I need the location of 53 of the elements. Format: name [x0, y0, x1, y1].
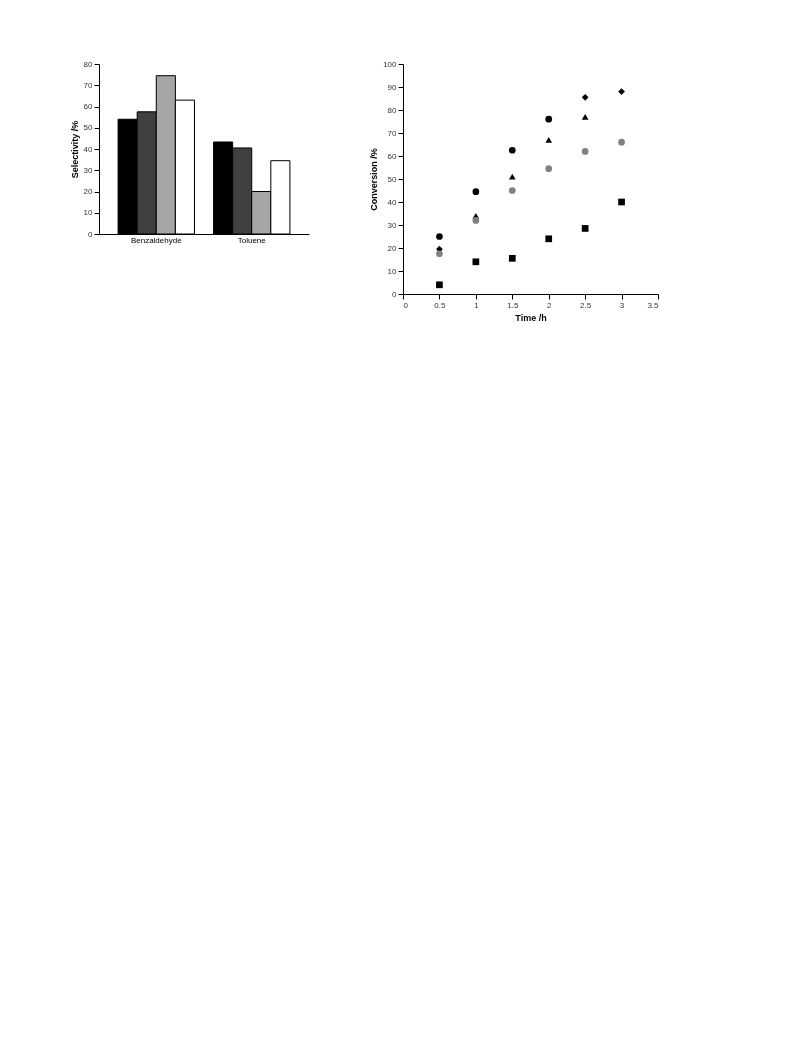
point [472, 188, 480, 195]
x-axis-title: Time /h [515, 312, 547, 323]
point [436, 250, 443, 258]
x-tick-label: 1 [474, 300, 480, 310]
point [508, 187, 516, 194]
y-tick-label: 60 [387, 151, 398, 161]
y-tick-label: 10 [387, 266, 398, 276]
y-tick-label: 30 [83, 165, 94, 175]
y-tick-label: 90 [387, 82, 398, 92]
point [472, 258, 480, 266]
y-axis-title: Conversion /% [369, 148, 380, 211]
point [581, 225, 589, 232]
x-tick-label: 0 [403, 300, 409, 310]
point [581, 114, 589, 120]
point [618, 198, 625, 206]
x-tick-label: Benzaldehyde [130, 235, 183, 245]
y-tick-label: 40 [83, 144, 94, 154]
x-tick-label: 2.5 [580, 300, 592, 310]
y-tick-label: 70 [387, 128, 398, 138]
point [472, 217, 480, 224]
point [545, 165, 553, 172]
y-tick-label: 20 [387, 243, 398, 253]
point [508, 146, 516, 154]
point [545, 115, 553, 123]
y-tick-label: 10 [83, 208, 94, 218]
x-tick-label: 1.5 [507, 300, 519, 310]
y-tick-label: 20 [83, 187, 94, 196]
x-tick-label: 3.5 [647, 300, 660, 310]
y-tick-label: 80 [387, 105, 398, 115]
point [508, 173, 516, 180]
y-tick-label: 60 [83, 102, 94, 111]
point [581, 94, 589, 101]
x-tick-label: 2 [546, 300, 552, 310]
y-axis-title: Selectivity /% [69, 120, 80, 179]
point [618, 138, 625, 146]
point [618, 88, 625, 95]
y-tick-label: 0 [392, 289, 398, 299]
y-tick-label: 40 [387, 197, 398, 207]
point [545, 137, 553, 143]
point [436, 233, 443, 240]
y-tick-label: 100 [383, 59, 398, 69]
point [436, 281, 443, 289]
y-tick-label: 50 [387, 174, 398, 184]
y-tick-label: 80 [83, 59, 94, 69]
x-tick-label: 3 [619, 300, 625, 310]
point [508, 255, 516, 262]
x-tick-label: Toluene [237, 235, 267, 245]
y-tick-label: 50 [83, 123, 94, 133]
y-tick-label: 30 [387, 220, 398, 230]
x-tick-label: 0.5 [434, 300, 447, 310]
point [545, 235, 553, 243]
y-tick-label: 70 [83, 80, 94, 90]
point [581, 148, 589, 155]
